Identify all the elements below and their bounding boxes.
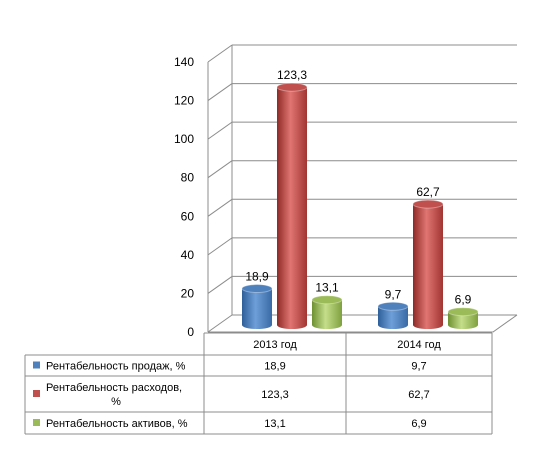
bar (242, 288, 272, 329)
series-name: Рентабельность продаж, % (46, 361, 186, 373)
table-value: 18,9 (264, 361, 285, 373)
series-name: Рентабельность расходов, (46, 382, 182, 394)
data-label: 123,3 (277, 68, 307, 82)
floor-edge (208, 314, 518, 333)
bar-top (276, 82, 308, 92)
gridline-side (207, 276, 233, 294)
bar-top (412, 199, 444, 209)
table-value: 9,7 (411, 361, 426, 373)
data-label: 13,1 (315, 281, 339, 295)
bar (277, 87, 307, 329)
bar (312, 299, 342, 329)
bars: 18,9 9,7 123,3 62,7 13,1 6,9 (241, 68, 479, 329)
legend-swatch (33, 419, 40, 426)
legend-swatch (33, 361, 40, 369)
gridline-side (207, 44, 233, 63)
series-name: Рентабельность активов, % (46, 418, 188, 430)
bar-top (241, 284, 273, 294)
table-value: 13,1 (264, 418, 285, 430)
bar-top (447, 307, 479, 317)
gridline-side (207, 83, 233, 101)
legend-swatch (33, 390, 40, 397)
y-tick-label: 20 (181, 286, 195, 300)
category-label: 2013 год (253, 339, 297, 351)
table-value: 6,9 (411, 418, 426, 430)
gridline-side (207, 198, 233, 217)
gridline-side (207, 314, 233, 333)
y-tick-label: 60 (181, 209, 195, 223)
y-tick-label: 80 (181, 171, 195, 185)
y-tick-label: 0 (187, 325, 194, 339)
gridline-side (207, 160, 233, 179)
bar (378, 306, 408, 329)
series-name-cont: % (111, 396, 121, 408)
bar (448, 311, 478, 329)
table-value: 62,7 (408, 389, 429, 401)
bar-top (377, 301, 409, 311)
y-tick-label: 120 (174, 94, 194, 108)
gridline-side (207, 121, 233, 140)
data-label: 18,9 (245, 270, 269, 284)
y-tick-label: 140 (174, 55, 194, 69)
bar-top (311, 295, 343, 305)
y-tick-label: 40 (181, 248, 195, 262)
data-label: 62,7 (416, 185, 440, 199)
data-table: 2013 год 2014 год Рентабельность продаж, %… (24, 332, 493, 435)
table-value: 123,3 (261, 389, 289, 401)
data-label: 9,7 (385, 287, 402, 301)
category-label: 2014 год (397, 339, 441, 351)
y-tick-label: 100 (174, 132, 194, 146)
data-label: 6,9 (455, 293, 472, 307)
gridline-side (207, 237, 233, 256)
bar (413, 204, 443, 329)
